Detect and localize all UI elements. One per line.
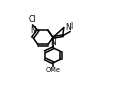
Text: N: N — [50, 38, 56, 47]
Text: OMe: OMe — [46, 67, 61, 73]
Text: I: I — [71, 22, 73, 31]
Text: Cl: Cl — [28, 15, 36, 24]
Text: N: N — [31, 26, 36, 35]
Text: N: N — [65, 23, 71, 32]
